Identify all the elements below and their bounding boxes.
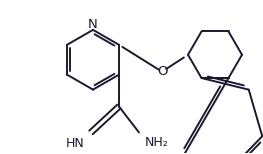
Text: N: N	[88, 18, 98, 31]
Text: NH₂: NH₂	[145, 136, 169, 149]
Text: HN: HN	[66, 137, 85, 150]
Text: O: O	[157, 65, 167, 78]
